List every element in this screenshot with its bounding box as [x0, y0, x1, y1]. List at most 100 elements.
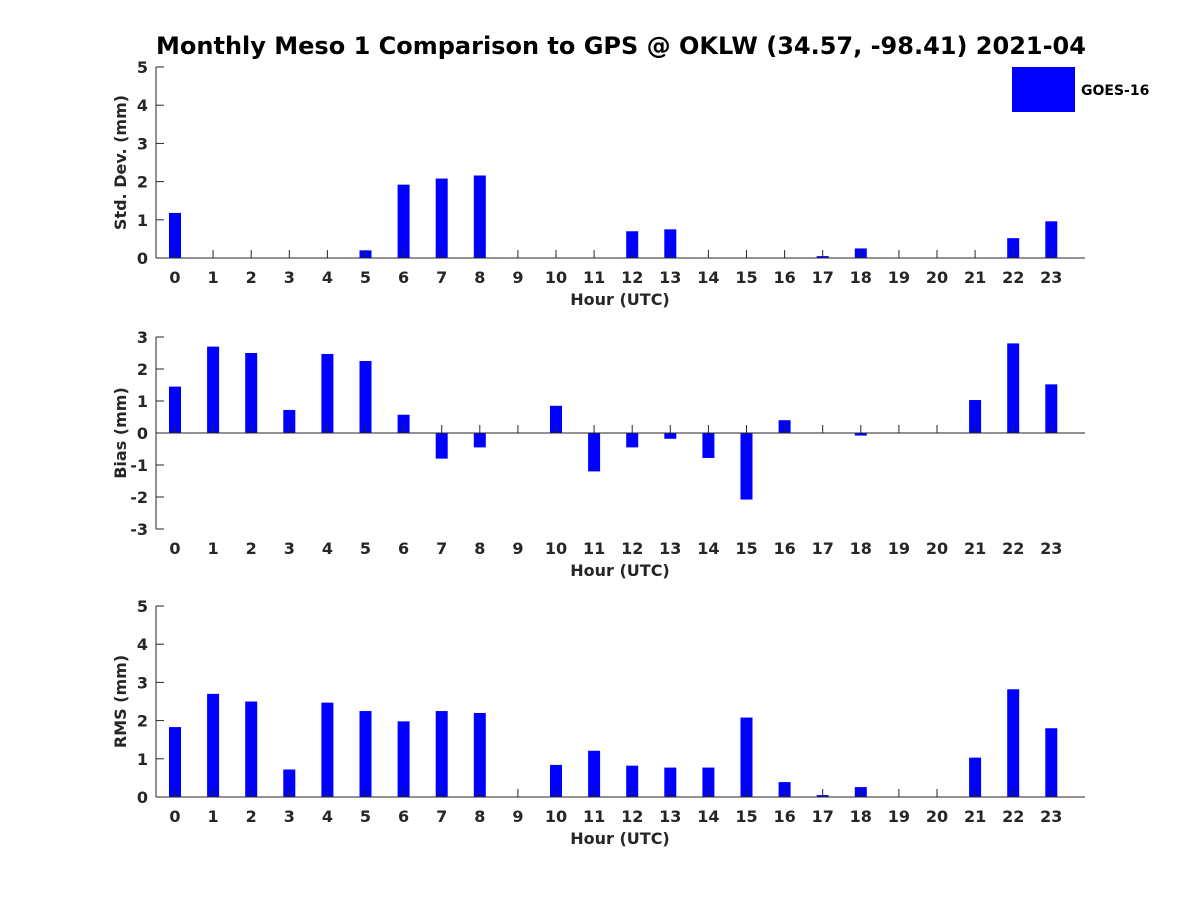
bias-x-tick-label: 16: [773, 539, 795, 558]
std-dev-y-tick-label: 5: [137, 58, 148, 77]
bias-x-axis-label: Hour (UTC): [570, 561, 670, 580]
std-dev-x-tick-label: 12: [621, 268, 643, 287]
rms-bar-hour-11: [588, 750, 601, 797]
rms-bar-hour-5: [359, 711, 372, 797]
bias-y-tick-label: -3: [130, 520, 148, 539]
bias-bar-hour-10: [550, 405, 562, 433]
bias-x-tick-label: 2: [246, 539, 257, 558]
rms-bar-hour-4: [321, 702, 334, 797]
rms-bar-hour-14: [702, 767, 715, 797]
bias-bar-hour-3: [283, 409, 296, 433]
std-dev-y-axis-label: Std. Dev. (mm): [111, 95, 130, 230]
rms-x-tick-label: 11: [583, 807, 605, 826]
rms-x-tick-label: 2: [246, 807, 257, 826]
std-dev-x-tick-label: 10: [545, 268, 567, 287]
rms-bar-hour-3: [283, 769, 296, 797]
rms-y-tick-label: 3: [137, 673, 148, 692]
bias-bar-hour-21: [969, 400, 982, 433]
bias-y-tick-label: 1: [137, 392, 148, 411]
bias-bar-hour-14: [702, 433, 715, 458]
bias-x-tick-label: 10: [545, 539, 567, 558]
rms-bar-hour-15: [740, 717, 753, 797]
bias-y-tick-label: -1: [130, 456, 148, 475]
rms-bar-hour-21: [969, 757, 982, 797]
bias-x-tick-label: 18: [850, 539, 872, 558]
rms-y-tick-label: 4: [137, 635, 148, 654]
std-dev-x-tick-label: 16: [773, 268, 795, 287]
std-dev-x-tick-label: 0: [169, 268, 180, 287]
rms-x-tick-label: 13: [659, 807, 681, 826]
bias-x-tick-label: 4: [322, 539, 333, 558]
rms-bar-hour-10: [550, 764, 562, 797]
bias-x-tick-label: 13: [659, 539, 681, 558]
rms-x-tick-label: 23: [1040, 807, 1062, 826]
rms-x-tick-label: 20: [926, 807, 948, 826]
std-dev-x-tick-label: 11: [583, 268, 605, 287]
rms-bar-hour-6: [397, 721, 410, 797]
bias-x-tick-label: 6: [398, 539, 409, 558]
legend-swatch: [1012, 67, 1075, 112]
rms-y-axis-label: RMS (mm): [111, 655, 130, 748]
std-dev-y-tick-label: 0: [137, 249, 148, 268]
rms-x-tick-label: 15: [735, 807, 757, 826]
rms-x-tick-label: 4: [322, 807, 333, 826]
bias-x-tick-label: 21: [964, 539, 986, 558]
std-dev-x-tick-label: 13: [659, 268, 681, 287]
rms-x-tick-label: 3: [284, 807, 295, 826]
rms-bar-hour-12: [626, 765, 639, 797]
bias-x-tick-label: 19: [888, 539, 910, 558]
bias-x-tick-label: 3: [284, 539, 295, 558]
rms-y-tick-label: 1: [137, 750, 148, 769]
bias-bar-hour-5: [359, 361, 372, 433]
std-dev-x-tick-label: 20: [926, 268, 948, 287]
std-dev-x-tick-label: 2: [246, 268, 257, 287]
std-dev-y-tick-label: 1: [137, 211, 148, 230]
std-dev-y-tick-label: 4: [137, 96, 148, 115]
std-dev-x-tick-label: 8: [474, 268, 485, 287]
bias-y-tick-label: -2: [130, 488, 148, 507]
rms-x-tick-label: 16: [773, 807, 795, 826]
rms-x-tick-label: 17: [812, 807, 834, 826]
rms-x-tick-label: 8: [474, 807, 485, 826]
rms-x-tick-label: 22: [1002, 807, 1024, 826]
std-dev-x-tick-label: 23: [1040, 268, 1062, 287]
rms-x-tick-label: 5: [360, 807, 371, 826]
rms-x-tick-label: 14: [697, 807, 719, 826]
bias-x-tick-label: 11: [583, 539, 605, 558]
legend: GOES-16: [1012, 67, 1149, 112]
std-dev-y-tick-label: 3: [137, 134, 148, 153]
bias-bar-hour-1: [207, 346, 220, 433]
std-dev-x-tick-label: 4: [322, 268, 333, 287]
bias-x-tick-label: 15: [735, 539, 757, 558]
rms-bar-hour-23: [1045, 728, 1058, 797]
std-dev-bar-hour-22: [1007, 238, 1020, 258]
std-dev-x-tick-label: 22: [1002, 268, 1024, 287]
std-dev-x-tick-label: 17: [812, 268, 834, 287]
bias-bar-hour-7: [435, 433, 448, 459]
std-dev-x-tick-label: 7: [436, 268, 447, 287]
bias-x-tick-label: 22: [1002, 539, 1024, 558]
bias-x-tick-label: 8: [474, 539, 485, 558]
rms-y-tick-label: 2: [137, 712, 148, 731]
std-dev-x-tick-label: 5: [360, 268, 371, 287]
std-dev-bar-hour-8: [473, 175, 486, 258]
rms-x-tick-label: 9: [512, 807, 523, 826]
bias-x-tick-label: 0: [169, 539, 180, 558]
bias-x-tick-label: 17: [812, 539, 834, 558]
std-dev-x-tick-label: 6: [398, 268, 409, 287]
bias-x-tick-label: 14: [697, 539, 719, 558]
bias-bar-hour-6: [397, 414, 410, 433]
std-dev-bar-hour-0: [169, 212, 181, 258]
rms-x-tick-label: 6: [398, 807, 409, 826]
bias-bar-hour-12: [626, 433, 639, 448]
rms-y-tick-label: 0: [137, 788, 148, 807]
bias-x-tick-label: 5: [360, 539, 371, 558]
bias-x-tick-label: 23: [1040, 539, 1062, 558]
legend-label: GOES-16: [1081, 83, 1149, 99]
rms-x-tick-label: 21: [964, 807, 986, 826]
rms-x-axis-label: Hour (UTC): [570, 829, 670, 848]
std-dev-x-tick-label: 1: [208, 268, 219, 287]
